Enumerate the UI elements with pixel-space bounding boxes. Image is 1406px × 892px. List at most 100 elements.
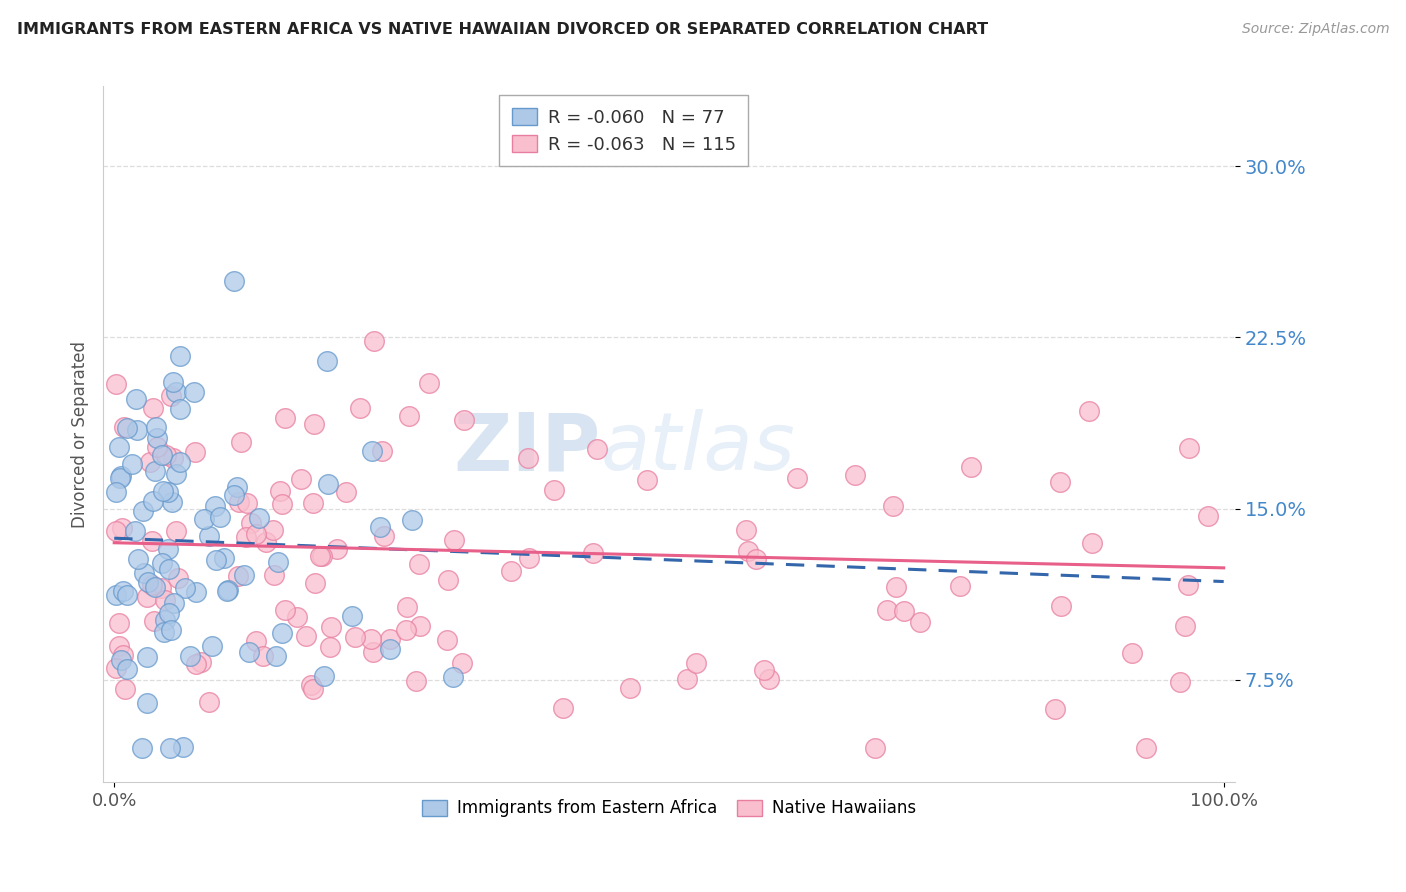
Point [735,524,758,538]
Point [335,485,357,500]
Point [270,625,292,640]
Point [110,471,132,485]
Point [145,420,167,434]
Point [1121,646,1143,660]
Point [183,444,205,458]
Point [141,578,163,592]
Point [163,596,186,610]
Point [184,584,207,599]
Point [201,639,224,653]
Point [517,451,540,466]
Point [141,534,163,549]
Point [1178,441,1201,455]
Point [105,377,128,392]
Point [124,524,146,538]
Point [245,527,267,541]
Point [105,588,128,602]
Point [745,552,768,566]
Point [737,544,759,558]
Point [169,401,191,416]
Point [136,650,159,665]
Point [233,567,256,582]
Point [252,649,274,664]
Point [205,553,228,567]
Point [318,640,340,655]
Point [169,349,191,363]
Point [111,521,134,535]
Point [136,574,159,589]
Point [110,653,132,667]
Point [302,496,325,510]
Point [229,435,252,450]
Text: atlas: atlas [600,409,796,487]
Point [373,529,395,543]
Point [173,581,195,595]
Point [235,530,257,544]
Point [226,569,249,583]
Point [108,639,131,653]
Point [226,480,249,494]
Point [198,694,221,708]
Point [142,401,165,415]
Point [183,385,205,400]
Point [169,455,191,469]
Point [685,656,707,670]
Point [115,662,138,676]
Point [1135,741,1157,756]
Point [142,614,165,628]
Point [105,524,128,538]
Point [405,674,427,689]
Point [247,510,270,524]
Point [224,274,246,288]
Point [235,496,257,510]
Point [553,701,575,715]
Point [543,483,565,497]
Point [208,510,231,524]
Point [162,450,184,465]
Point [304,417,326,431]
Point [114,682,136,697]
Point [882,499,904,513]
Point [162,375,184,389]
Point [267,555,290,569]
Text: Source: ZipAtlas.com: Source: ZipAtlas.com [1241,22,1389,37]
Point [1177,578,1199,592]
Point [1170,674,1192,689]
Point [152,624,174,639]
Point [121,457,143,471]
Point [437,573,460,587]
Point [179,648,201,663]
Point [401,513,423,527]
Point [254,535,277,549]
Point [204,499,226,513]
Point [124,392,146,407]
Point [893,604,915,618]
Point [360,632,382,646]
Point [517,551,540,566]
Point [143,464,166,478]
Point [165,467,187,481]
Point [271,497,294,511]
Point [238,645,260,659]
Point [146,431,169,445]
Point [108,441,131,455]
Point [212,550,235,565]
Point [408,557,430,571]
Point [908,615,931,629]
Point [150,448,173,462]
Y-axis label: Divorced or Separated: Divorced or Separated [72,341,89,528]
Point [786,471,808,485]
Point [884,580,907,594]
Point [1080,536,1102,550]
Point [136,591,159,605]
Point [165,524,187,538]
Point [155,593,177,607]
Point [340,609,363,624]
Point [311,549,333,564]
Point [1078,404,1101,418]
Point [239,516,262,531]
Point [127,423,149,437]
Point [290,472,312,486]
Point [294,628,316,642]
Point [302,682,325,697]
